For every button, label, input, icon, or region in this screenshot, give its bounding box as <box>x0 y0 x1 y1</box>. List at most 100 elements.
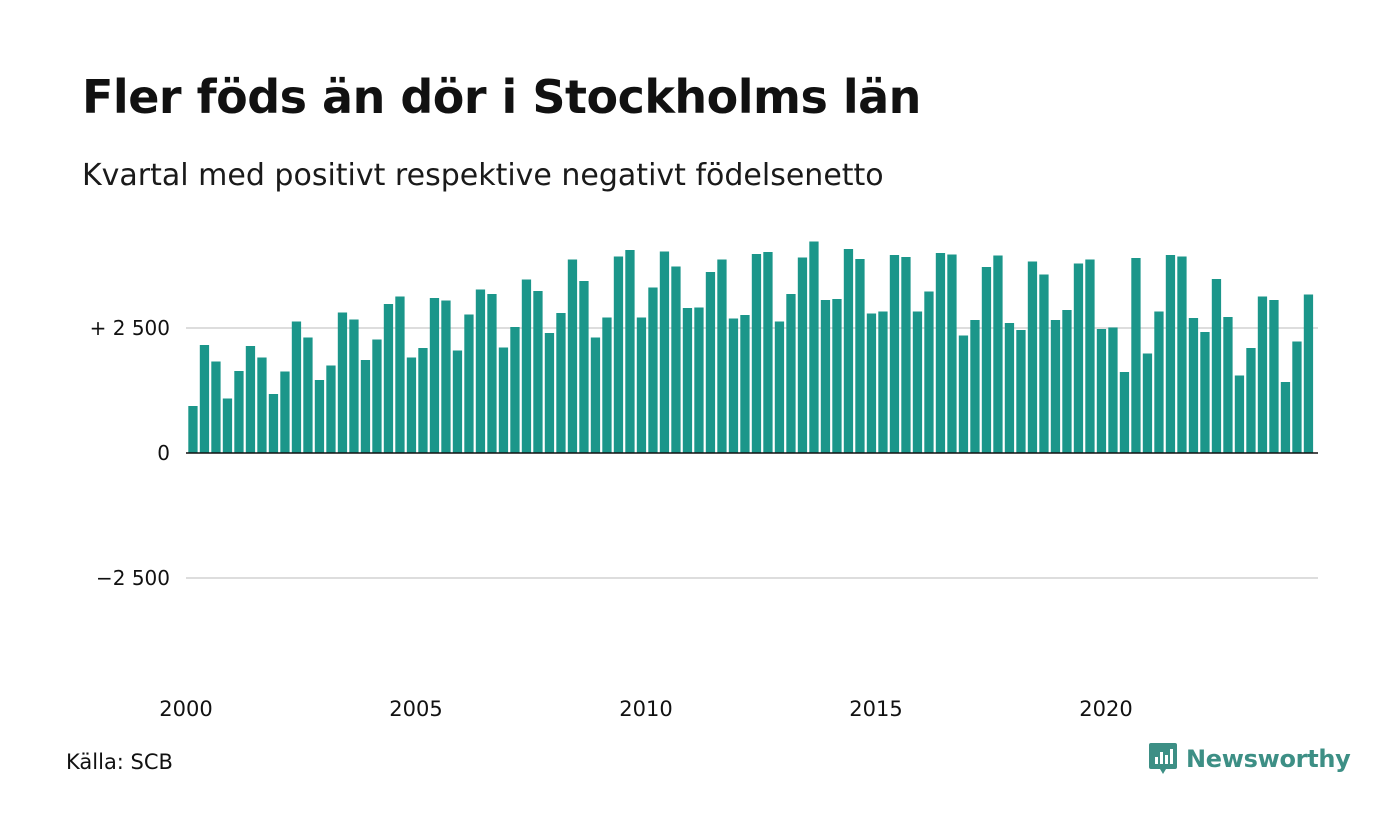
bar <box>878 311 888 453</box>
bar <box>1142 353 1153 453</box>
y-tick-label: + 2 500 <box>90 316 170 340</box>
bar <box>809 241 819 453</box>
bar <box>912 311 923 453</box>
bar <box>1246 348 1256 453</box>
bar <box>1050 320 1061 453</box>
bar <box>1016 330 1026 453</box>
bar <box>935 253 946 453</box>
bar <box>855 259 865 453</box>
bar <box>418 348 428 453</box>
bar <box>452 350 463 453</box>
bar <box>1096 329 1107 453</box>
bar <box>590 337 601 453</box>
bar <box>406 357 417 453</box>
bar <box>1269 300 1279 453</box>
bar <box>1004 323 1015 453</box>
bar <box>544 333 555 453</box>
bar <box>487 294 497 453</box>
bar <box>257 357 267 453</box>
bar <box>199 345 210 453</box>
bar <box>1292 341 1302 453</box>
bar <box>498 347 509 453</box>
bar <box>245 346 256 453</box>
bar <box>234 371 244 453</box>
x-tick-label: 2010 <box>619 697 672 721</box>
bar-chart: + 2 500 0 −2 500 2000 2005 2010 2015 2020 <box>90 241 1318 721</box>
bar <box>866 313 877 453</box>
bar <box>1165 255 1176 453</box>
bar <box>958 335 969 453</box>
bar <box>475 289 486 453</box>
bar <box>820 300 831 453</box>
axis-layer: + 2 500 0 −2 500 2000 2005 2010 2015 2020 <box>90 316 1318 721</box>
bar <box>1177 256 1187 453</box>
bar <box>705 272 716 453</box>
bar <box>889 255 900 453</box>
bar <box>763 252 773 453</box>
x-tick-label: 2015 <box>849 697 902 721</box>
brand-logo[interactable]: Newsworthy <box>1148 742 1351 776</box>
bar <box>441 300 451 453</box>
bar <box>280 371 290 453</box>
bar <box>797 257 808 453</box>
bar <box>556 313 566 453</box>
bar <box>1085 259 1095 453</box>
x-tick-label: 2000 <box>159 697 212 721</box>
bar <box>970 320 980 453</box>
bar <box>774 321 785 453</box>
bar <box>648 287 658 453</box>
y-tick-label: −2 500 <box>96 566 170 590</box>
bar <box>682 308 693 453</box>
bar <box>429 298 440 453</box>
bar <box>567 259 578 453</box>
bar <box>1257 296 1268 453</box>
bar <box>717 259 727 453</box>
bar <box>1027 261 1038 453</box>
bar <box>728 318 739 453</box>
bar <box>786 294 796 453</box>
bar <box>1131 258 1141 453</box>
bar <box>188 406 198 453</box>
bar <box>211 361 221 453</box>
bar <box>751 254 762 453</box>
bar <box>303 337 313 453</box>
bar <box>326 365 336 453</box>
bar <box>510 327 520 453</box>
brand-name: Newsworthy <box>1186 745 1351 773</box>
bar <box>843 249 854 453</box>
bar <box>1211 279 1222 453</box>
y-tick-label: 0 <box>157 441 170 465</box>
bar <box>1188 318 1199 453</box>
bar <box>740 315 750 453</box>
bar <box>383 304 394 453</box>
bar <box>1223 317 1233 453</box>
bar <box>395 296 405 453</box>
x-tick-label: 2005 <box>389 697 442 721</box>
bar <box>360 360 371 453</box>
bar <box>613 256 624 453</box>
bar <box>993 255 1003 453</box>
bar <box>314 380 325 453</box>
bar <box>1154 311 1164 453</box>
bars-layer <box>188 241 1314 453</box>
bar <box>372 339 382 453</box>
bar <box>1200 332 1210 453</box>
bar <box>625 250 635 453</box>
bar <box>602 317 612 453</box>
bar <box>1303 294 1314 453</box>
bar <box>1119 372 1130 453</box>
bar <box>268 394 279 453</box>
page-title: Fler föds än dör i Stockholms län <box>82 70 921 124</box>
bar <box>349 319 359 453</box>
x-tick-label: 2020 <box>1079 697 1132 721</box>
bar <box>1062 310 1072 453</box>
newsworthy-logo-icon <box>1149 743 1177 774</box>
bar <box>1108 327 1118 453</box>
bar <box>291 321 302 453</box>
bar <box>521 279 532 453</box>
bar <box>222 398 233 453</box>
bar <box>671 266 681 453</box>
bar <box>579 281 589 453</box>
bar <box>337 312 348 453</box>
bar <box>464 314 474 453</box>
